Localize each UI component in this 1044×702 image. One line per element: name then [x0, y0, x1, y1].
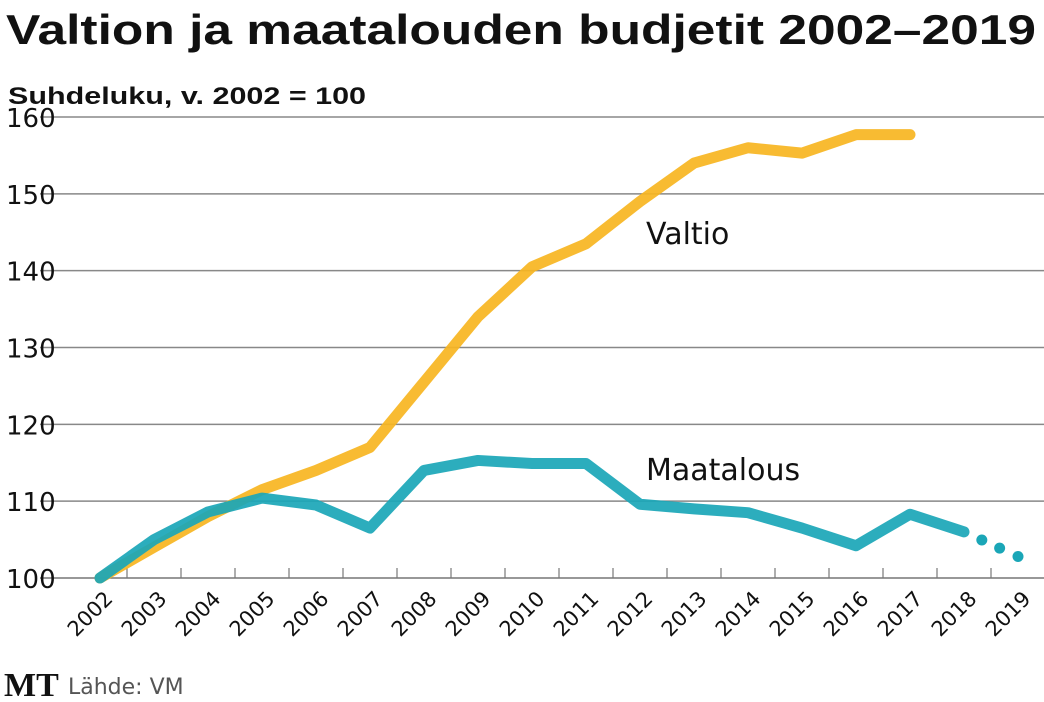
y-tick-label: 160: [6, 104, 56, 134]
x-tick-label: 2018: [927, 587, 982, 642]
x-tick-label: 2008: [387, 587, 442, 642]
series-lines: [94, 129, 1024, 584]
x-tick-label: 2010: [495, 587, 550, 642]
x-tick-label: 2011: [549, 587, 604, 642]
series-line-maatalous: [94, 454, 970, 584]
series-label-valtio: Valtio: [646, 217, 729, 252]
x-tick-label: 2014: [711, 587, 766, 642]
y-tick-label: 130: [6, 335, 56, 365]
source-note: Lähde: VM: [68, 675, 184, 700]
x-axis: 2002 2003 2004 2005 2006 2007 2008 2009 2010 2011…: [63, 568, 1036, 641]
y-tick-label: 120: [6, 411, 56, 441]
y-tick-label: 100: [6, 565, 56, 595]
gridlines: [40, 116, 1044, 579]
logo: MT: [4, 667, 59, 702]
x-tick-label: 2005: [225, 587, 280, 642]
x-tick-label: 2017: [873, 587, 928, 642]
chart-title: Valtion ja maatalouden budjetit 2002–201…: [6, 6, 1036, 53]
x-tick-label: 2004: [171, 587, 226, 642]
x-tick-label: 2019: [981, 587, 1036, 642]
y-tick-label: 140: [6, 258, 56, 288]
series-label-maatalous: Maatalous: [646, 453, 800, 488]
x-tick-label: 2003: [117, 587, 172, 642]
x-tick-label: 2015: [765, 587, 820, 642]
chart-subtitle: Suhdeluku, v. 2002 = 100: [8, 83, 366, 110]
x-tick-label: 2012: [603, 587, 658, 642]
y-tick-label: 150: [6, 181, 56, 211]
x-tick-label: 2007: [333, 587, 388, 642]
x-tick-label: 2013: [657, 587, 712, 642]
x-tick-label: 2009: [441, 587, 496, 642]
x-tick-label: 2006: [279, 587, 334, 642]
series-dot-maatalous: [1012, 550, 1024, 562]
x-tick-label: 2002: [63, 587, 118, 642]
series-dot-maatalous: [976, 534, 988, 546]
y-axis: 100 110 120 130 140 150 160: [6, 104, 56, 595]
series-dot-maatalous: [994, 542, 1006, 554]
x-tick-label: 2016: [819, 587, 874, 642]
y-tick-label: 110: [6, 488, 56, 518]
